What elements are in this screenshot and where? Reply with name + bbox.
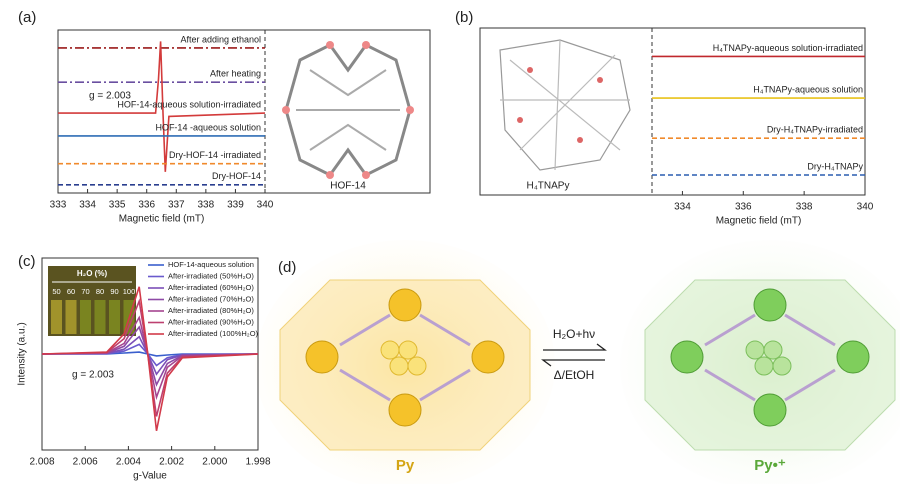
- plot-frame: [57, 29, 431, 194]
- panel-label: (d): [278, 259, 296, 276]
- legend-entry: After-irradiated (60%H₂O): [168, 283, 254, 292]
- x-tick-label: 334: [674, 202, 691, 213]
- panel-d: (d) H₂O+hν Δ/EtOH Py Py•⁺: [255, 240, 900, 484]
- inset-label: 90: [110, 287, 118, 296]
- x-tick-label: 335: [109, 200, 126, 211]
- plot-frame: [479, 27, 866, 196]
- py-radical-label: Py•⁺: [754, 457, 786, 474]
- vial: [65, 300, 77, 334]
- inset-label: 50: [52, 287, 60, 296]
- legend-entry: After-irradiated (70%H₂O): [168, 294, 254, 303]
- inset-label: 60: [67, 287, 75, 296]
- panel-label: (c): [18, 253, 36, 270]
- vial: [94, 300, 106, 334]
- x-tick-label: 334: [79, 200, 96, 211]
- forward-condition: H₂O+hν: [553, 327, 595, 341]
- x-tick-label: 337: [168, 200, 185, 211]
- inset-title: H₂O (%): [77, 269, 108, 278]
- x-tick-label: 339: [227, 200, 244, 211]
- inset-label: 100: [123, 287, 136, 296]
- vial: [80, 300, 91, 334]
- x-tick-label: 1.998: [245, 457, 270, 468]
- series-label: H₄TNAPy-aqueous solution: [753, 85, 863, 95]
- backward-condition: Δ/EtOH: [554, 368, 595, 382]
- py-label: Py: [396, 457, 415, 474]
- series-label: Dry-H₄TNAPy: [807, 161, 863, 171]
- series-label: Dry-HOF-14 -irradiated: [169, 150, 261, 160]
- x-tick-label: 340: [257, 200, 274, 211]
- panel-label: (b): [455, 9, 473, 26]
- x-axis-label: Magnetic field (mT): [716, 216, 802, 227]
- hof-14-structure: [282, 41, 414, 179]
- x-tick-label: 338: [796, 202, 813, 213]
- annotation: g = 2.003: [72, 370, 114, 381]
- x-tick-label: 340: [857, 202, 874, 213]
- x-tick-label: 338: [198, 200, 215, 211]
- series-label: H₄TNAPy-aqueous solution-irradiated: [713, 43, 863, 53]
- series-label: HOF-14-aqueous solution-irradiated: [117, 100, 261, 110]
- x-tick-label: 2.000: [202, 457, 227, 468]
- series-label: HOF-14 -aqueous solution: [155, 122, 261, 132]
- series-label: Dry-H₄TNAPy-irradiated: [767, 125, 863, 135]
- inset-label: 80: [96, 287, 104, 296]
- vial: [51, 300, 62, 334]
- legend-entry: After-irradiated (90%H₂O): [168, 317, 254, 326]
- series-line: [41, 286, 259, 431]
- legend-entry: HOF-14-aqueous solution: [168, 260, 254, 269]
- image-label: H₄TNAPy: [527, 181, 570, 192]
- series-label: Dry-HOF-14: [212, 171, 261, 181]
- legend-entry: After-irradiated (80%H₂O): [168, 306, 254, 315]
- x-tick-label: 333: [50, 200, 67, 211]
- x-tick-label: 2.002: [159, 457, 184, 468]
- x-axis-label: g-Value: [133, 471, 167, 482]
- h4tnapy-structure: [499, 39, 631, 171]
- inset-photo: [48, 266, 136, 336]
- x-tick-label: 336: [138, 200, 155, 211]
- vial: [109, 300, 120, 334]
- x-tick-label: 336: [735, 202, 752, 213]
- legend-entry: After-irradiated (50%H₂O): [168, 271, 254, 280]
- panel-label: (a): [18, 9, 36, 26]
- series-line: [58, 41, 266, 172]
- legend-entry: After-irradiated (100%H₂O): [168, 329, 259, 338]
- image-label: HOF-14: [330, 181, 366, 192]
- x-tick-label: 2.006: [73, 457, 98, 468]
- x-tick-label: 2.008: [29, 457, 54, 468]
- annotation: g = 2.003: [89, 91, 131, 102]
- y-axis-label: Intensity (a.u.): [17, 322, 28, 385]
- x-axis-label: Magnetic field (mT): [119, 214, 205, 225]
- series-label: After heating: [210, 69, 261, 79]
- inset-label: 70: [81, 287, 89, 296]
- x-tick-label: 2.004: [116, 457, 141, 468]
- series-label: After adding ethanol: [180, 34, 261, 44]
